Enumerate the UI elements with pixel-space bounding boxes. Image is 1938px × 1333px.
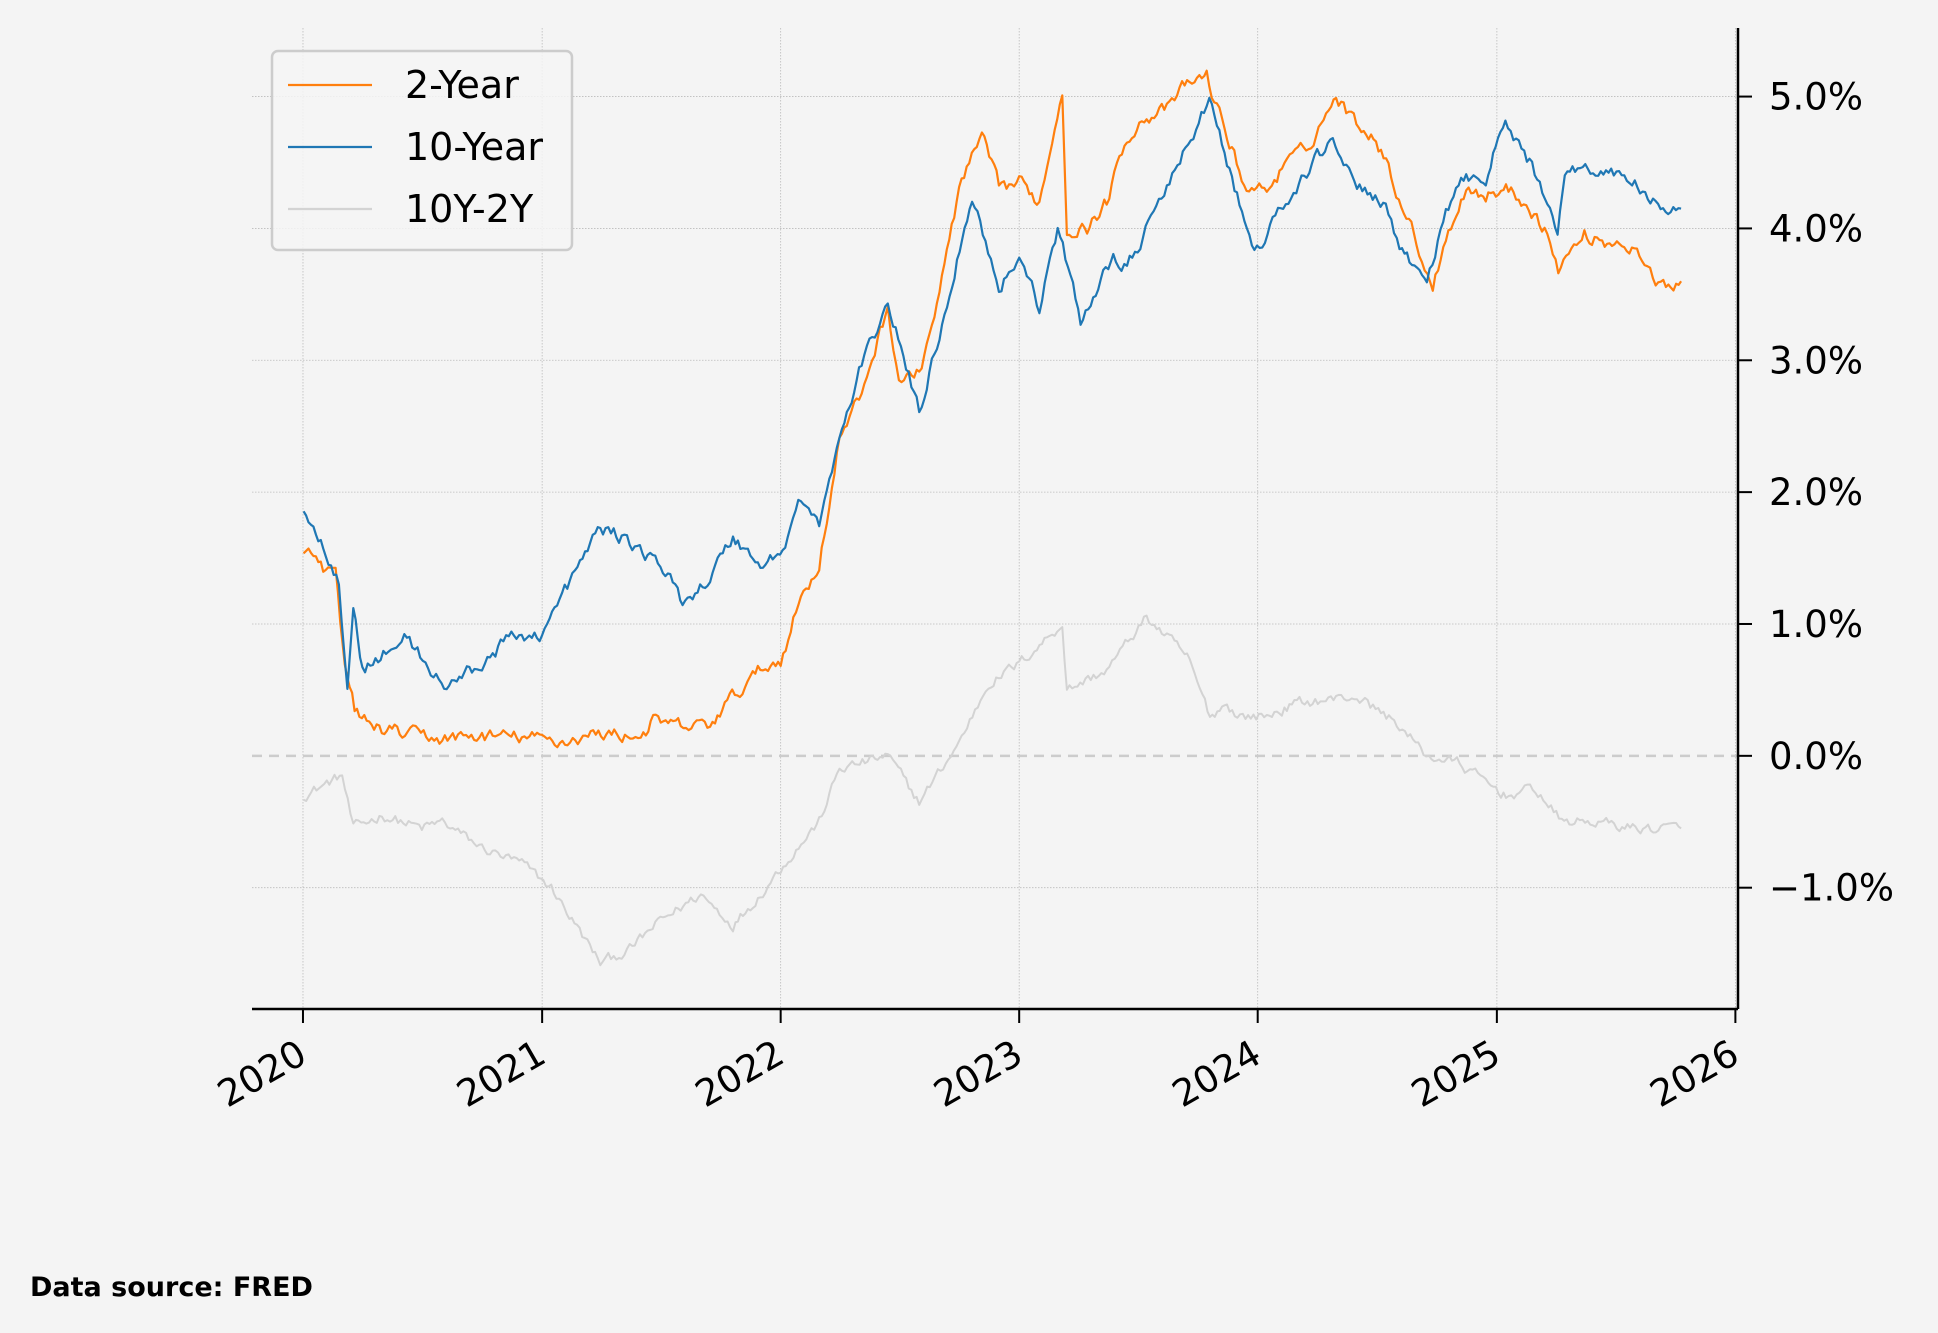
y-tick-label: 2.0% (1769, 471, 1863, 514)
x-tick-label: 2021 (450, 1032, 553, 1116)
x-tick-label: 2023 (927, 1032, 1030, 1116)
y-tick-label: 1.0% (1769, 603, 1863, 646)
y-tick-label: 3.0% (1769, 339, 1863, 382)
y-axis-ticks: −1.0% 0.0% 1.0% 2.0% 3.0% 4.0% 5.0% (1738, 76, 1894, 910)
x-tick-label: 2022 (688, 1032, 791, 1116)
y-tick-label: −1.0% (1769, 867, 1894, 910)
y-tick-label: 4.0% (1769, 207, 1863, 250)
legend-label-10y-2y: 10Y-2Y (405, 187, 534, 231)
legend-label-10-year: 10-Year (405, 125, 543, 169)
legend: 2-Year 10-Year 10Y-2Y (270, 49, 574, 252)
y-tick-label: 0.0% (1769, 735, 1863, 778)
x-tick-label: 2025 (1404, 1032, 1507, 1116)
grid-lines (252, 28, 1738, 1009)
x-tick-label: 2026 (1643, 1032, 1746, 1116)
x-axis-ticks: 2020 2021 2022 2023 2024 2025 2026 (210, 1009, 1746, 1116)
series-line-10y-2y (303, 614, 1682, 967)
x-tick-label: 2024 (1165, 1032, 1268, 1116)
series-line-2-year (302, 69, 1683, 749)
legend-box (270, 49, 574, 252)
axes (252, 28, 1740, 1011)
data-source-note: Data source: FRED (30, 1272, 313, 1303)
x-tick-label: 2020 (210, 1032, 313, 1116)
series-line-10-year (302, 96, 1682, 691)
legend-label-2-year: 2-Year (405, 63, 519, 107)
series-lines (302, 69, 1683, 967)
y-tick-label: 5.0% (1769, 76, 1863, 119)
